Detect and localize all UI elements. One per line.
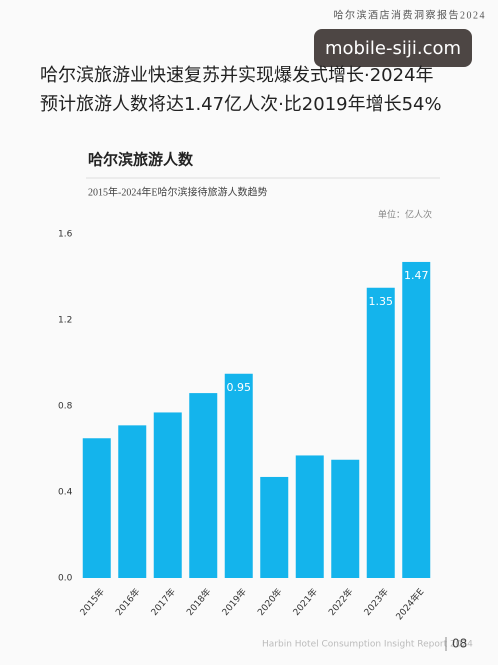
y-tick-label: 1.6 bbox=[58, 230, 73, 240]
watermark: mobile-siji.com bbox=[325, 38, 461, 59]
bar bbox=[82, 438, 111, 578]
bar bbox=[118, 425, 147, 578]
bar bbox=[366, 287, 395, 578]
value-label: 1.47 bbox=[404, 269, 429, 282]
unit: 单位：亿人次 bbox=[378, 209, 432, 221]
report-title: 哈尔滨酒店消费洞察报告2024 bbox=[334, 8, 487, 21]
bar bbox=[189, 393, 218, 578]
heading: 预计旅游人数将达1.47亿人次·比2019年增长54% bbox=[40, 94, 442, 115]
bar bbox=[402, 261, 431, 578]
page-number: 08 bbox=[452, 637, 467, 651]
heading: 哈尔滨旅游业快速复苏并实现爆发式增长·2024年 bbox=[40, 65, 434, 86]
bar bbox=[153, 412, 182, 578]
y-tick-label: 0.4 bbox=[58, 488, 73, 498]
y-tick-label: 0.0 bbox=[58, 574, 73, 584]
footer-text: Harbin Hotel Consumption Insight Report … bbox=[262, 640, 473, 650]
bar bbox=[260, 476, 289, 578]
chart-subtitle: 2015年-2024年E哈尔滨接待旅游人数趋势 bbox=[88, 185, 267, 198]
bar bbox=[331, 459, 360, 578]
value-label: 0.95 bbox=[227, 381, 252, 394]
bar bbox=[224, 373, 253, 578]
y-tick-label: 0.8 bbox=[58, 402, 73, 412]
y-tick-label: 1.2 bbox=[58, 316, 72, 326]
watermark-box bbox=[314, 29, 472, 67]
chart-title: 哈尔滨旅游人数 bbox=[88, 151, 194, 169]
bar bbox=[295, 455, 324, 578]
value-label: 1.35 bbox=[369, 295, 394, 308]
